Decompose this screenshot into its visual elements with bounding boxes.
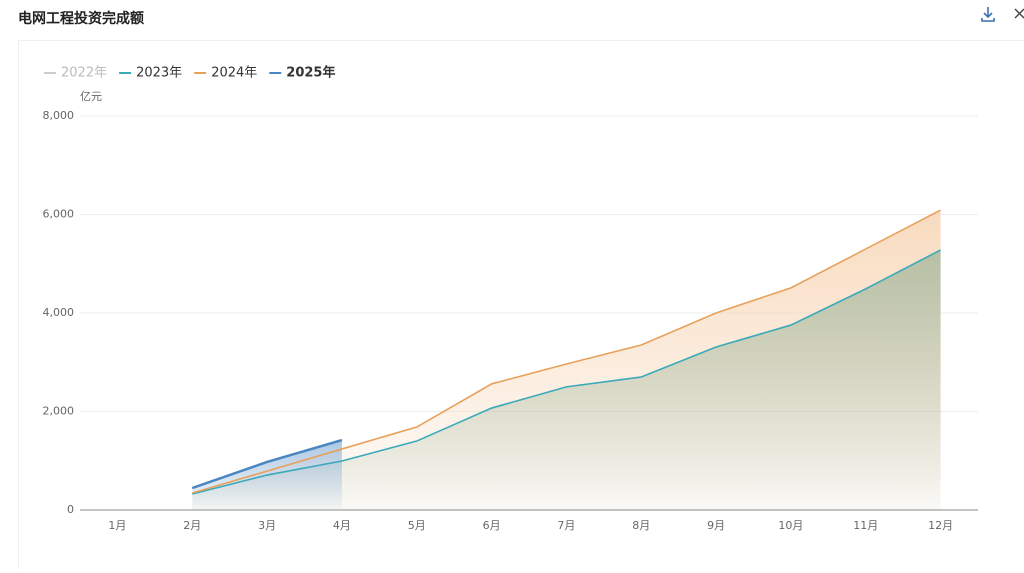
x-tick-label: 4月 xyxy=(333,519,351,532)
y-tick-label: 0 xyxy=(67,503,74,516)
x-tick-label: 7月 xyxy=(557,519,575,532)
y-tick-label: 6,000 xyxy=(43,208,75,221)
y-unit: 亿元 xyxy=(80,90,102,103)
legend-label: 2025年 xyxy=(286,65,335,81)
close-button[interactable] xyxy=(1015,9,1024,18)
x-tick-label: 5月 xyxy=(408,519,426,532)
x-tick-label: 8月 xyxy=(632,519,650,532)
x-tick-label: 10月 xyxy=(778,519,803,532)
download-button[interactable] xyxy=(982,7,994,21)
y-tick-label: 4,000 xyxy=(43,306,75,319)
x-tick-label: 1月 xyxy=(108,519,126,532)
x-tick-label: 3月 xyxy=(258,519,276,532)
x-tick-label: 2月 xyxy=(183,519,201,532)
legend-label: 2023年 xyxy=(136,66,182,81)
x-tick-label: 6月 xyxy=(483,519,501,532)
x-tick-label: 11月 xyxy=(853,519,878,532)
chart-title: 电网工程投资完成额 xyxy=(18,10,144,27)
legend-item[interactable]: 2023年 xyxy=(119,66,182,81)
legend-item[interactable]: 2022年 xyxy=(44,66,107,81)
legend-label: 2022年 xyxy=(61,66,107,81)
x-tick-label: 9月 xyxy=(707,519,725,532)
legend-item[interactable]: 2024年 xyxy=(194,66,257,81)
y-tick-label: 8,000 xyxy=(43,109,75,122)
legend-item[interactable]: 2025年 xyxy=(269,65,335,81)
legend-label: 2024年 xyxy=(211,66,257,81)
y-tick-label: 2,000 xyxy=(43,405,75,418)
x-tick-label: 12月 xyxy=(928,519,953,532)
